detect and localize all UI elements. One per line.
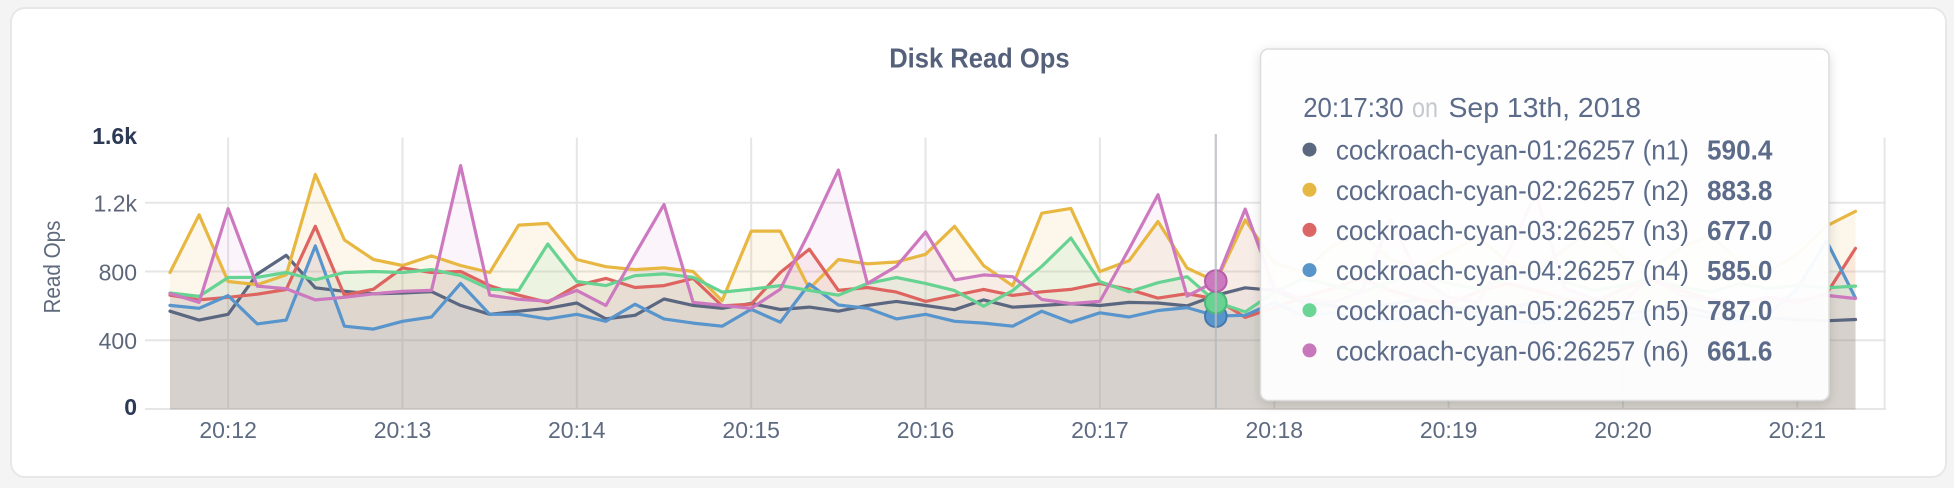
- svg-text:1.6k: 1.6k: [92, 123, 137, 149]
- svg-text:1.2k: 1.2k: [94, 191, 138, 217]
- svg-text:585.0: 585.0: [1707, 255, 1772, 286]
- svg-text:883.8: 883.8: [1707, 175, 1772, 206]
- svg-text:Sep 13th, 2018: Sep 13th, 2018: [1449, 92, 1642, 123]
- svg-text:20:21: 20:21: [1769, 417, 1827, 443]
- svg-text:on: on: [1412, 92, 1438, 123]
- svg-text:400: 400: [99, 328, 137, 354]
- svg-text:20:14: 20:14: [548, 417, 606, 443]
- svg-text:800: 800: [99, 259, 137, 285]
- svg-text:20:20: 20:20: [1594, 417, 1652, 443]
- svg-text:cockroach-cyan-03:26257 (n3): cockroach-cyan-03:26257 (n3): [1336, 215, 1689, 246]
- svg-text:Read Ops: Read Ops: [39, 221, 65, 314]
- svg-text:cockroach-cyan-02:26257 (n2): cockroach-cyan-02:26257 (n2): [1336, 175, 1689, 206]
- svg-text:677.0: 677.0: [1707, 215, 1772, 246]
- svg-text:cockroach-cyan-01:26257 (n1): cockroach-cyan-01:26257 (n1): [1336, 135, 1689, 166]
- svg-text:661.6: 661.6: [1707, 335, 1772, 366]
- svg-text:787.0: 787.0: [1707, 295, 1772, 326]
- svg-text:20:13: 20:13: [374, 417, 432, 443]
- svg-text:20:15: 20:15: [722, 417, 780, 443]
- svg-text:cockroach-cyan-05:26257 (n5): cockroach-cyan-05:26257 (n5): [1336, 295, 1689, 326]
- svg-text:20:17: 20:17: [1071, 417, 1129, 443]
- svg-text:20:19: 20:19: [1420, 417, 1478, 443]
- svg-text:Disk Read Ops: Disk Read Ops: [889, 43, 1069, 74]
- svg-text:cockroach-cyan-04:26257 (n4): cockroach-cyan-04:26257 (n4): [1336, 255, 1689, 286]
- svg-text:590.4: 590.4: [1707, 135, 1773, 166]
- svg-text:cockroach-cyan-06:26257 (n6): cockroach-cyan-06:26257 (n6): [1336, 335, 1689, 366]
- svg-text:20:17:30: 20:17:30: [1303, 92, 1403, 123]
- svg-text:20:12: 20:12: [199, 417, 257, 443]
- svg-text:20:18: 20:18: [1246, 417, 1304, 443]
- svg-text:20:16: 20:16: [897, 417, 955, 443]
- svg-text:0: 0: [124, 394, 137, 420]
